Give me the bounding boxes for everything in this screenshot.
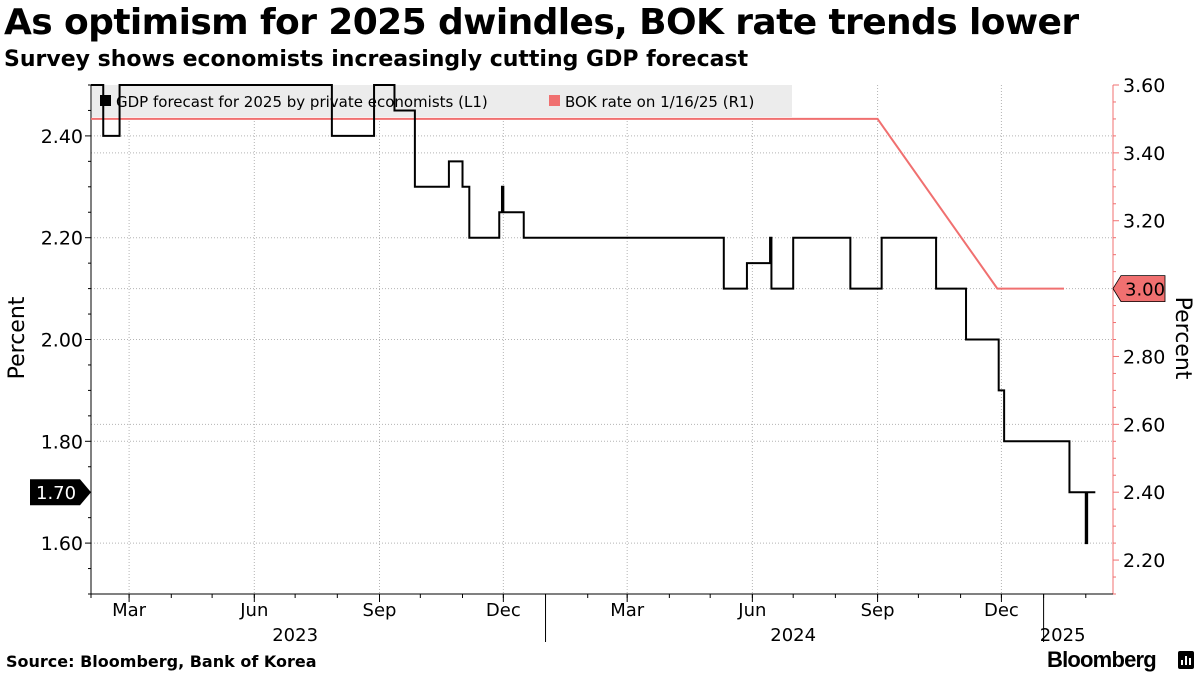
x-tick-label: Sep [363, 600, 397, 621]
x-tick-label: Dec [486, 600, 521, 621]
right-tick-label: 2.40 [1123, 482, 1165, 504]
left-tick-label: 1.60 [41, 533, 83, 555]
source-note: Source: Bloomberg, Bank of Korea [6, 652, 317, 671]
series-line-gdp-forecast [91, 84, 1096, 545]
right-tick-label: 3.40 [1123, 143, 1165, 165]
legend: GDP forecast for 2025 by private economi… [92, 85, 792, 117]
series-line-bok-rate [91, 117, 1065, 290]
right-tick-label: 2.20 [1123, 550, 1165, 572]
year-label: 2025 [1040, 625, 1086, 646]
legend-swatch-bok [549, 95, 560, 106]
axes: 1.60 1.80 2.00 2.20 2.40 2.20 2.40 2.60 2.80 3.20… [41, 75, 1166, 646]
x-tick-label: Sep [861, 600, 895, 621]
right-axis-title: Percent [1170, 297, 1195, 380]
year-label: 2024 [770, 625, 816, 646]
left-tick-label: 1.80 [41, 431, 83, 453]
chart-title: As optimism for 2025 dwindles, BOK rate … [4, 2, 1079, 43]
last-value-box-bok [1112, 275, 1166, 302]
x-tick-label: Jun [737, 600, 766, 621]
right-tick-label: 3.20 [1123, 211, 1165, 233]
left-tick-label: 2.20 [41, 228, 83, 250]
right-tick-label: 2.60 [1123, 414, 1165, 436]
left-tick-label: 2.40 [41, 126, 83, 148]
x-tick-label: Dec [984, 600, 1019, 621]
last-value-label-gdp: 1.70 [36, 483, 76, 504]
right-tick-label: 2.80 [1123, 346, 1165, 368]
bloomberg-logo: Bloomberg [1047, 647, 1157, 672]
legend-label-bok: BOK rate on 1/16/25 (R1) [565, 93, 754, 111]
x-tick-label: Mar [112, 600, 147, 621]
gridlines [91, 85, 1113, 594]
x-tick-label: Jun [239, 600, 268, 621]
year-label: 2023 [272, 625, 318, 646]
legend-swatch-gdp [100, 95, 111, 106]
right-tick-label: 3.60 [1123, 75, 1165, 97]
last-value-label-bok: 3.00 [1125, 280, 1165, 301]
last-value-marker-bok: 3.00 [1112, 275, 1166, 302]
last-value-box-gdp [30, 479, 91, 506]
bloomberg-terminal-icon [1178, 651, 1194, 669]
chart-subtitle: Survey shows economists increasingly cut… [4, 47, 749, 72]
x-tick-label: Mar [610, 600, 645, 621]
last-value-marker-gdp: 1.70 [30, 479, 91, 506]
legend-background [92, 85, 792, 117]
legend-label-gdp: GDP forecast for 2025 by private economi… [116, 93, 488, 111]
left-axis-title: Percent [5, 296, 30, 379]
left-tick-label: 2.00 [41, 330, 83, 352]
